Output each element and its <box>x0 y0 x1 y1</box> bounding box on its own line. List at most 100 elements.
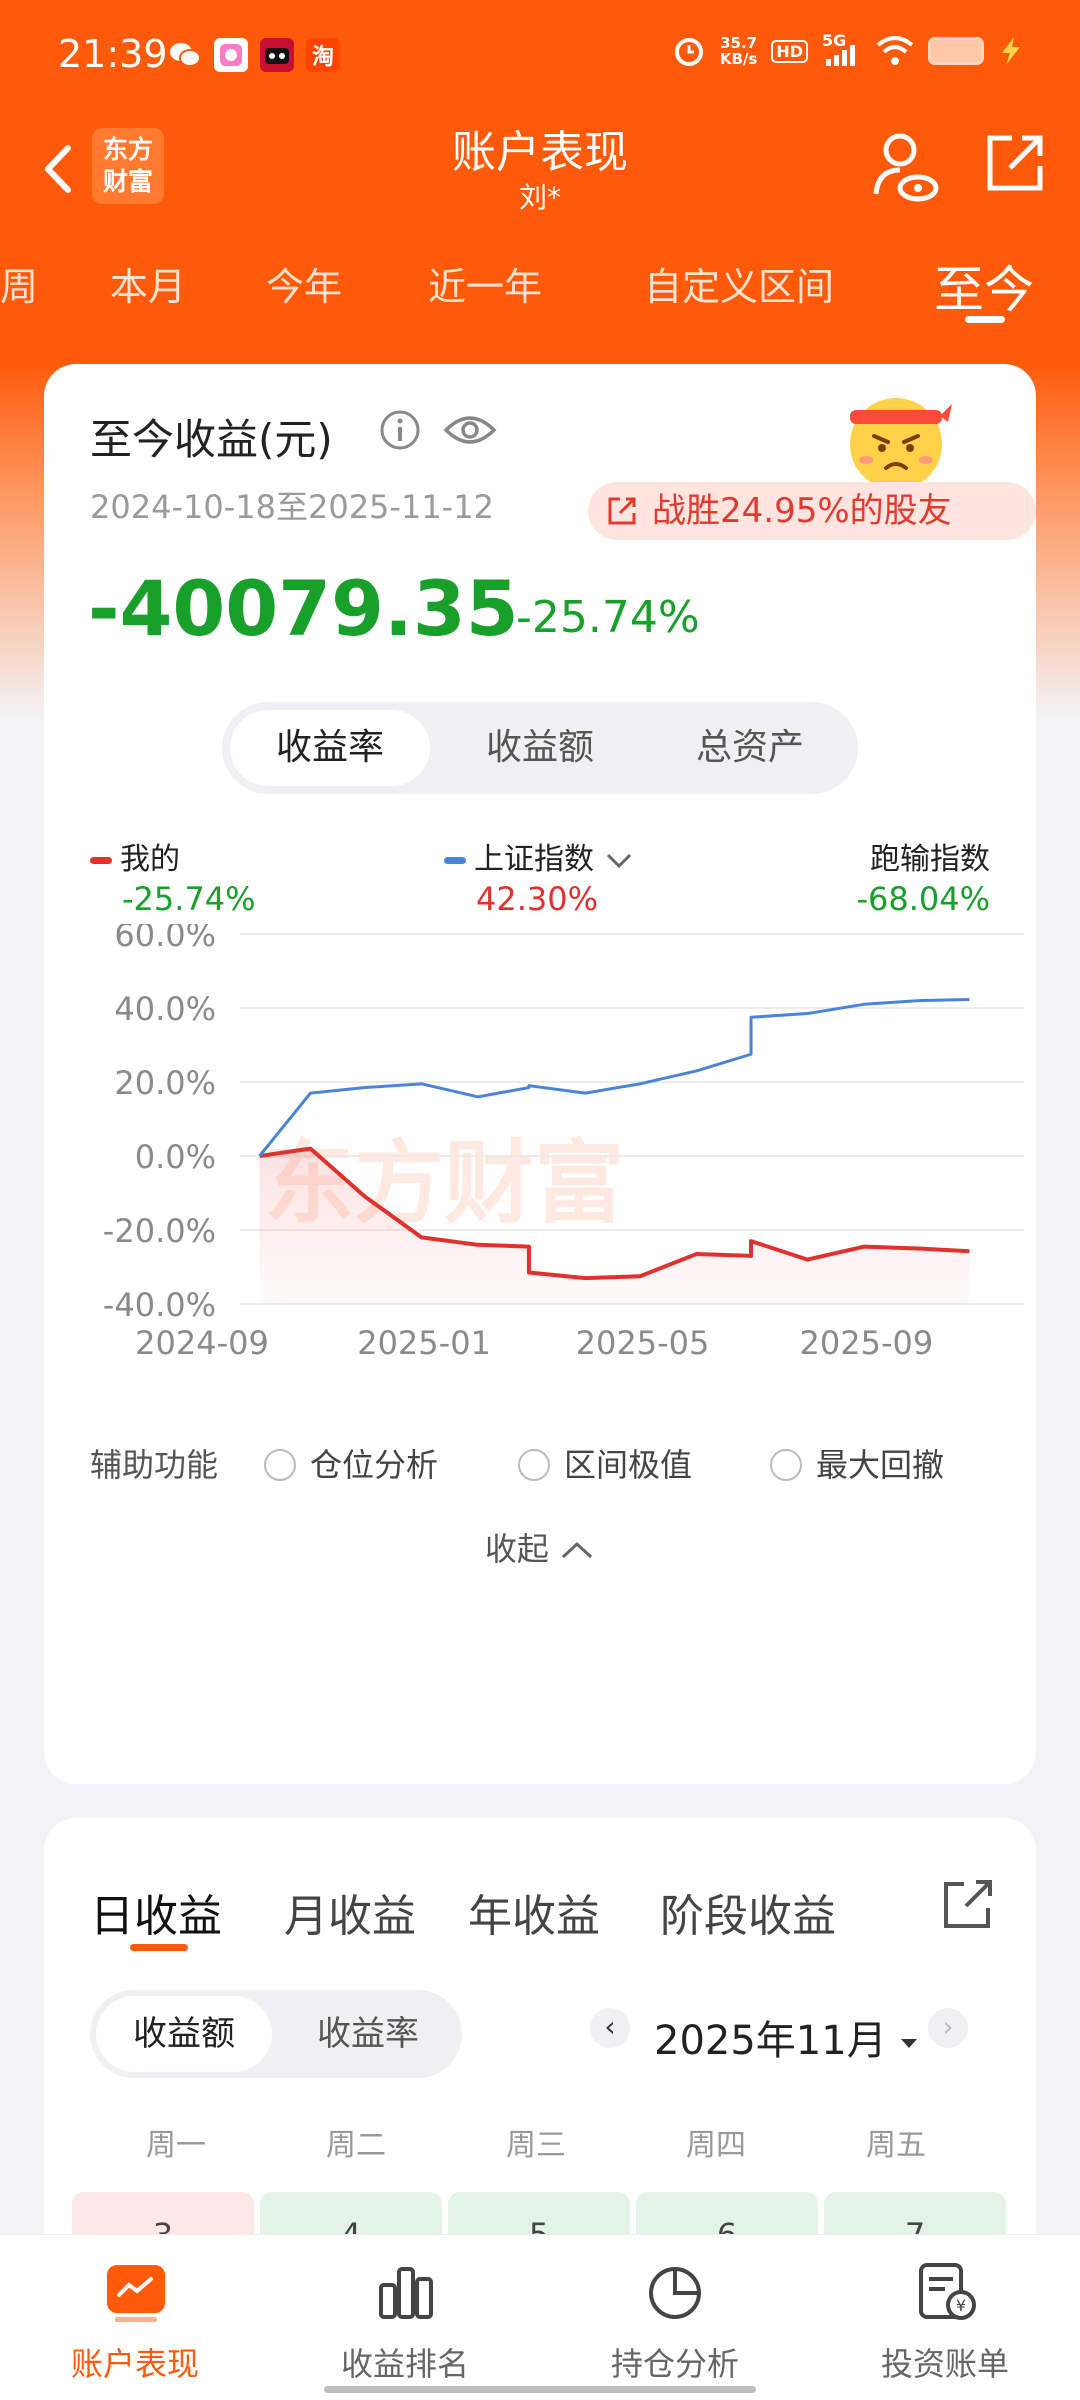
signal-icon: 5G <box>822 31 862 67</box>
weekday-label: 周四 <box>686 2128 746 2163</box>
net-speed: 35.7 KB/s <box>719 34 758 68</box>
beat-peers-badge[interactable]: 战胜24.95%的股友 <box>588 482 1036 540</box>
tab-custom-range[interactable]: 自定义区间 <box>644 265 835 309</box>
legend-mine-marker <box>90 857 112 864</box>
aux-max-drawdown[interactable]: 最大回撤 <box>770 1440 944 1486</box>
status-indicators: 35.7 KB/s HD 5G <box>672 31 1024 68</box>
legend-index[interactable]: 上证指数 <box>444 834 634 878</box>
legend-mine: 我的 <box>90 834 180 878</box>
app-header: 东方 财富 账户表现 刘* <box>0 110 1080 240</box>
next-month-button[interactable]: › <box>928 2008 968 2048</box>
legend-index-marker <box>444 857 466 864</box>
tab-this-month[interactable]: 本月 <box>110 265 187 309</box>
performance-card: 至今收益(元) 2024-10-18至2025-11-12 战胜24.95%的股… <box>44 364 1036 1784</box>
bill-icon: ¥ <box>919 2263 976 2320</box>
status-bar: 21:39 淘 35.7 KB/s HD 5G <box>0 0 1080 110</box>
profit-title: 至今收益(元) <box>90 415 333 464</box>
tab-yearly-earnings[interactable]: 年收益 <box>468 1891 600 1942</box>
nav-investment-bill[interactable]: ¥ 投资账单 <box>810 2235 1080 2400</box>
tab-monthly-earnings[interactable]: 月收益 <box>284 1891 416 1942</box>
toggle-return-amount[interactable]: 收益额 <box>485 727 594 768</box>
total-profit-value: -40079.35 <box>88 564 519 653</box>
tab-to-date[interactable]: 至今 <box>934 261 1034 319</box>
collapse-button[interactable]: 收起 <box>44 1524 1036 1570</box>
legend-outperform: 跑输指数 <box>870 842 990 877</box>
chevron-up-icon <box>562 1541 593 1559</box>
aux-position-analysis[interactable]: 仓位分析 <box>264 1440 438 1486</box>
y-tick-label: 20.0% <box>114 1064 216 1102</box>
brand-logo: 东方 财富 <box>92 128 164 204</box>
month-selector[interactable]: 2025年11月 <box>654 2008 919 2066</box>
taobao-icon: 淘 <box>306 38 340 72</box>
aux-label: 辅助功能 <box>90 1446 219 1484</box>
total-profit-percent: -25.74% <box>516 592 700 643</box>
legend-outperform-value: -68.04% <box>856 880 990 918</box>
period-tabs: 周 本月 今年 近一年 自定义区间 至今 <box>0 250 1080 330</box>
back-arrow-icon[interactable] <box>36 134 76 204</box>
bottom-nav: 账户表现 收益排名 持仓分析 ¥ 投资账单 <box>0 2234 1080 2400</box>
y-tick-label: -40.0% <box>103 1286 216 1324</box>
series-line-mine <box>259 1146 970 1281</box>
earnings-tab-indicator <box>130 1944 188 1951</box>
weekday-label: 周三 <box>506 2128 566 2163</box>
radio-icon <box>518 1449 550 1481</box>
account-user-name: 刘* <box>518 181 561 214</box>
radio-icon <box>264 1449 296 1481</box>
nav-account-performance[interactable]: 账户表现 <box>0 2235 270 2400</box>
x-tick-label: 2025-09 <box>800 1324 934 1362</box>
hd-badge: HD <box>771 39 808 63</box>
page-title: 账户表现 <box>452 127 628 178</box>
earnings-toggle: 收益额 收益率 <box>90 1990 462 2078</box>
return-line-chart[interactable]: 东方财富60.0%40.0%20.0%0.0%-20.0%-40.0%2024-… <box>44 924 1036 1424</box>
info-icon[interactable] <box>378 408 422 452</box>
prev-month-button[interactable]: ‹ <box>590 2008 630 2048</box>
tab-week[interactable]: 周 <box>0 265 39 309</box>
series-line-index <box>258 997 970 1157</box>
legend-index-value: 42.30% <box>476 880 599 918</box>
y-tick-label: 60.0% <box>114 924 216 954</box>
pie-chart-icon <box>649 2267 701 2319</box>
metric-toggle: 收益率 收益额 总资产 <box>222 702 858 794</box>
y-tick-label: 40.0% <box>114 990 216 1028</box>
pink-app-icon <box>214 38 248 72</box>
x-tick-label: 2025-01 <box>357 1324 491 1362</box>
wifi-icon <box>876 36 914 65</box>
y-tick-label: -20.0% <box>103 1212 216 1250</box>
share-icon[interactable] <box>982 130 1048 196</box>
status-time: 21:39 <box>58 32 168 76</box>
toggle-earnings-amount[interactable]: 收益额 <box>96 1996 272 2072</box>
home-indicator <box>324 2386 756 2393</box>
bar-chart-icon <box>379 2267 433 2319</box>
nav-earnings-ranking[interactable]: 收益排名 <box>270 2235 540 2400</box>
y-tick-label: 0.0% <box>135 1138 216 1176</box>
battery-icon <box>928 37 984 65</box>
charging-icon <box>1002 37 1020 65</box>
share-small-icon <box>608 497 636 525</box>
nav-holdings-analysis[interactable]: 持仓分析 <box>540 2235 810 2400</box>
legend-mine-value: -25.74% <box>122 880 256 918</box>
chevron-down-icon <box>606 853 631 868</box>
wechat-icon <box>168 38 202 72</box>
notification-icons: 淘 <box>168 38 340 72</box>
aux-range-extremes[interactable]: 区间极值 <box>518 1440 692 1486</box>
tab-stage-earnings[interactable]: 阶段收益 <box>660 1891 836 1942</box>
alarm-icon <box>674 38 703 66</box>
caret-down-icon <box>901 2039 918 2048</box>
tab-this-year[interactable]: 今年 <box>266 265 343 309</box>
svg-text:¥: ¥ <box>956 2296 966 2315</box>
toggle-return-rate[interactable]: 收益率 <box>230 710 430 786</box>
weekday-label: 周五 <box>866 2128 926 2163</box>
person-view-icon[interactable] <box>870 128 940 208</box>
share-icon[interactable] <box>940 1876 996 1932</box>
tab-daily-earnings[interactable]: 日收益 <box>90 1891 222 1942</box>
radio-icon <box>770 1449 802 1481</box>
tmall-icon <box>260 38 294 72</box>
eye-icon[interactable] <box>442 408 498 452</box>
toggle-total-assets[interactable]: 总资产 <box>695 727 804 768</box>
angry-emoji-icon <box>850 398 952 490</box>
weekday-label: 周二 <box>326 2128 386 2163</box>
tab-last-year[interactable]: 近一年 <box>428 265 543 309</box>
toggle-earnings-rate[interactable]: 收益率 <box>317 2014 419 2054</box>
date-range: 2024-10-18至2025-11-12 <box>90 488 494 526</box>
performance-chart-icon <box>107 2265 165 2322</box>
